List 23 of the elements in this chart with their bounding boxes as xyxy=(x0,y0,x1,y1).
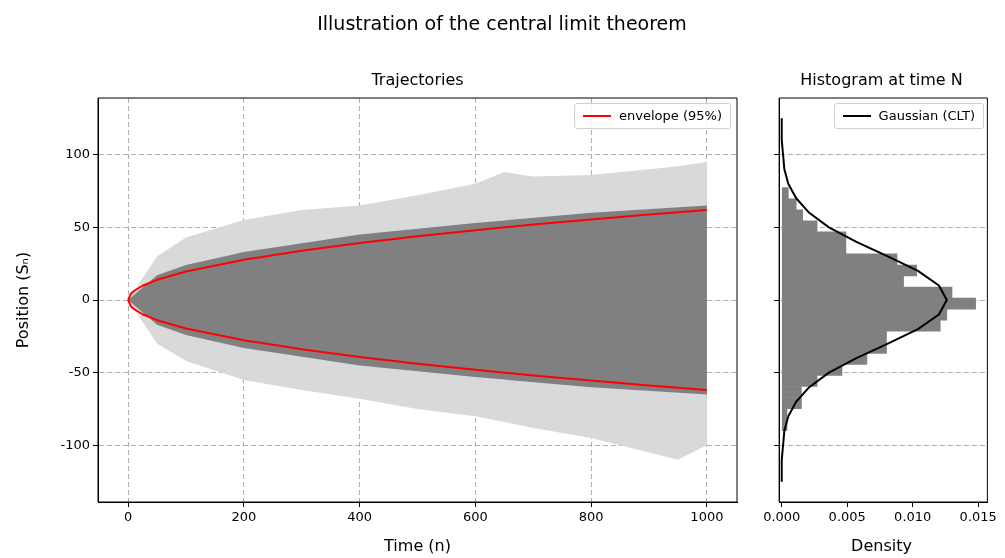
x-tick-label: 1000 xyxy=(690,509,724,525)
y-tick-label: -100 xyxy=(60,436,90,452)
y-tick-label: -50 xyxy=(68,364,90,380)
x-tick-label: 800 xyxy=(578,509,604,525)
x-axis-title: Density xyxy=(851,536,912,555)
chart-subtitle: Trajectories xyxy=(371,70,464,89)
x-tick-label: 600 xyxy=(462,509,488,525)
legend-label: envelope (95%) xyxy=(619,107,722,125)
x-tick-label: 400 xyxy=(347,509,373,525)
x-tick-label: 0.015 xyxy=(959,509,997,525)
chart-title: Illustration of the central limit theorem xyxy=(317,12,687,34)
x-axis-title: Time (n) xyxy=(384,536,451,555)
x-tick-label: 0 xyxy=(123,509,133,525)
y-tick-label: 50 xyxy=(73,218,90,234)
x-tick-label: 0.010 xyxy=(894,509,932,525)
legend-label: Gaussian (CLT) xyxy=(878,107,975,125)
x-tick-label: 0.000 xyxy=(763,509,801,525)
y-tick-label: 100 xyxy=(65,146,90,162)
x-tick-label: 0.005 xyxy=(828,509,866,525)
y-tick-label: 0 xyxy=(81,291,90,307)
chart-title: Histogram at time N xyxy=(800,70,963,89)
x-tick-label: 200 xyxy=(231,509,257,525)
y-axis-title: Position (Sₙ) xyxy=(12,251,32,349)
